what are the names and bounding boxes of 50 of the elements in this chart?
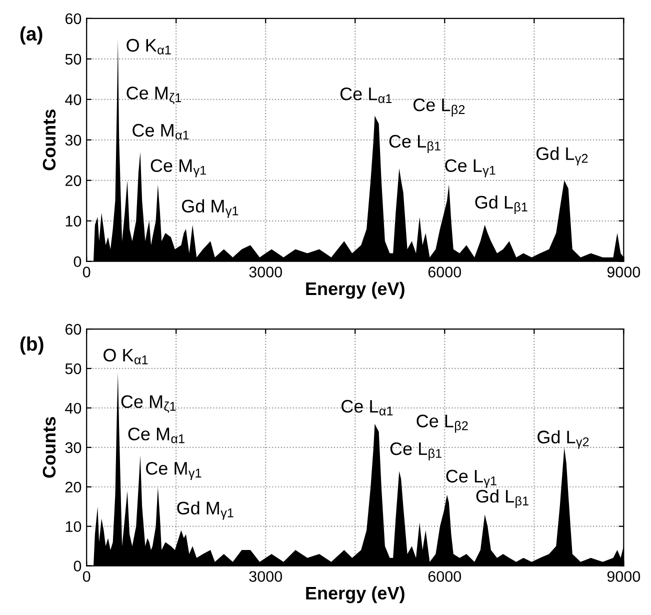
x-tick-label: 0: [82, 266, 90, 278]
annotation: Ce M$_{γ1}$: [150, 159, 206, 178]
annotation: O K$_{α1}$: [104, 348, 148, 364]
y-tick-label: 50: [65, 54, 82, 65]
y-tick-label: 10: [66, 521, 82, 532]
x-tick-label: 6000: [428, 571, 462, 582]
annotation: Ce L$_{β1}$: [390, 442, 442, 460]
annotation: Gd L$_{β1}$: [476, 489, 528, 508]
annotation: O K$_{α1}$: [126, 38, 171, 54]
y-axis-title: Counts: [42, 110, 56, 170]
x-tick-label: 0: [82, 571, 90, 582]
annotation: Gd L$_{γ2}$: [536, 146, 588, 166]
x-tick-label: 3000: [249, 571, 282, 582]
annotation: Ce M$_{α1}$: [132, 124, 189, 140]
annotation: Ce M$_{α1}$: [128, 428, 184, 444]
annotation: Gd L$_{γ2}$: [538, 430, 589, 449]
y-tick-label: 50: [65, 363, 82, 374]
annotation: Ce M$_{ζ1}$: [121, 395, 176, 413]
annotation: Gd L$_{β1}$: [475, 195, 528, 214]
y-tick-label: 0: [74, 560, 82, 572]
annotation: Gd M$_{γ1}$: [182, 199, 238, 218]
y-tick-label: 60: [66, 13, 82, 24]
x-axis-title: Energy (eV): [306, 282, 404, 299]
annotation: Ce L$_{α1}$: [342, 400, 393, 416]
y-axis-title: Counts: [42, 417, 56, 478]
annotation: Ce M$_{γ1}$: [146, 462, 202, 480]
x-tick-label: 9000: [607, 571, 640, 582]
y-tick-label: 40: [65, 94, 82, 106]
annotation: Ce L$_{γ1}$: [445, 159, 496, 178]
annotation: Ce L$_{β2}$: [416, 414, 468, 433]
x-tick-label: 3000: [249, 266, 282, 278]
annotation: Ce L$_{β2}$: [414, 98, 465, 117]
annotation: Ce L$_{γ1}$: [446, 470, 496, 488]
x-tick-label: 9000: [607, 266, 640, 278]
chart-title: (b): [20, 336, 44, 355]
annotation: Gd M$_{γ1}$: [177, 501, 234, 520]
y-tick-label: 30: [65, 134, 82, 146]
y-tick-label: 10: [66, 216, 82, 227]
annotation: Ce M$_{ζ1}$: [126, 86, 182, 104]
annotation: Ce L$_{β1}$: [389, 134, 440, 154]
y-tick-label: 0: [74, 256, 82, 268]
y-tick-label: 60: [66, 324, 82, 335]
x-axis-title: Energy (eV): [306, 586, 404, 604]
x-tick-label: 6000: [428, 266, 462, 278]
y-tick-label: 30: [65, 442, 82, 454]
y-tick-label: 40: [65, 402, 82, 414]
y-tick-label: 20: [66, 482, 82, 493]
y-tick-label: 20: [66, 175, 82, 186]
annotation: Ce L$_{α1}$: [340, 87, 392, 104]
chart-title: (a): [20, 26, 42, 45]
